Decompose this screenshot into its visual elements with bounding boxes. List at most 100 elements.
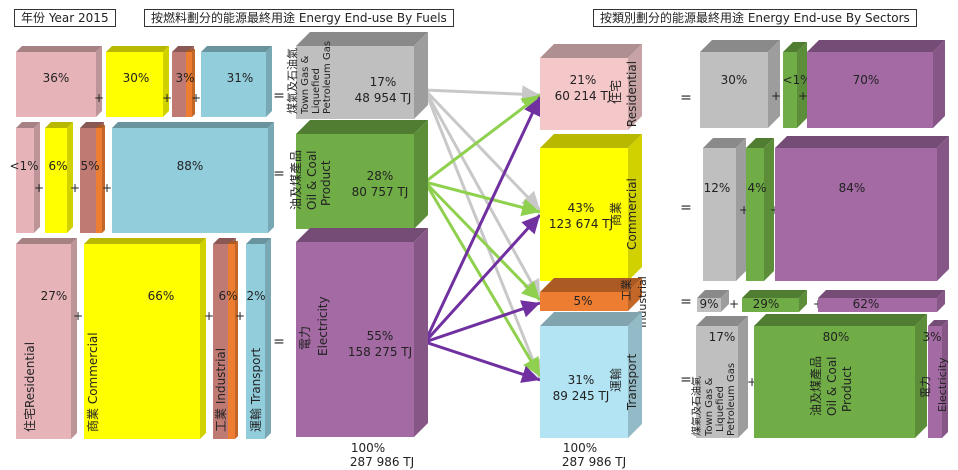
sector-commercial-pct: 43% [568,201,595,215]
fuel-gas-zh: 煤氣及石油氣 [285,48,299,114]
sector-transport-en: Transport [625,354,639,412]
fuel-oil-en1: Oil & Coal [305,150,319,210]
arrow-gas-residential [424,85,541,104]
gas-residential-box [16,46,102,117]
sector-residential-box [540,44,642,130]
gas-residential-pct: 36% [43,71,70,85]
com-oil-box [746,138,774,281]
plus-r2: + [798,89,808,103]
oil-transport-box [112,122,274,233]
equals-r2: = [680,200,692,216]
ind-oil-pct: 29% [753,297,780,311]
equals-3: = [273,334,285,350]
elec-transport-box [246,238,271,439]
sector-commercial-tj: 123 674 TJ [549,217,613,231]
fuel-oil-box [296,120,428,229]
total-left-pct: 100% [351,441,385,455]
fuel-elec-zh: 電力 [298,326,312,350]
plus-r1: + [771,89,781,103]
sector-residential-pct: 21% [570,73,597,87]
plus-8: + [204,309,214,323]
plus-4: + [34,181,44,195]
com-elec-pct: 84% [839,181,866,195]
tra-gas-box [696,316,748,438]
tra-elec-box [928,320,948,438]
fuel-elec-tj: 158 275 TJ [348,345,412,359]
arrow-gas-transport [423,89,542,379]
res-gas-pct: 30% [721,73,748,87]
oil-industrial-accent [96,125,105,233]
sector-transport-zh: 運輸 [608,368,623,392]
arrow-oil-residential [424,93,541,184]
sector-transport-box [540,312,642,438]
arrow-gas-industrial [423,89,542,299]
tra-oil-zh: 油及煤產品 [808,356,823,416]
fuel-gas-pct: 17% [370,75,397,89]
sector-residential-tj: 60 214 TJ [555,89,612,103]
fuel-elec-en: Electricity [316,296,330,356]
plus-1: + [94,91,104,105]
fuel-oil-pct: 28% [367,169,394,183]
total-right-pct: 100% [563,441,597,455]
plus-r3: + [739,203,749,217]
arrow-elec-residential [423,96,542,343]
sector-transport-tj: 89 245 TJ [553,389,610,403]
ind-elec-pct: 62% [853,297,880,311]
gas-industrial-pct: 3% [175,71,194,85]
tra-gas-pct: 17% [709,330,736,344]
equals-1: = [273,88,285,104]
com-gas-box [703,138,746,281]
tra-oil-en2: Product [840,366,854,412]
gas-transport-box [201,46,272,117]
sector-commercial-zh: 商業 [608,202,623,226]
total-right-tj: 287 986 TJ [562,455,626,469]
plus-r5: + [729,297,739,311]
fuel-gas-en1: Town Gas & [300,56,311,115]
oil-residential-box [16,122,40,233]
com-elec-box [775,136,949,281]
gas-industrial-accent [186,49,195,117]
arrow-gas-commercial [423,88,542,212]
tra-elec-pct: 3% [922,330,941,344]
fuel-elec-box [296,228,428,437]
res-oil-pct: <1% [782,73,811,87]
com-gas-pct: 12% [704,181,731,195]
sector-residential-zh: 住宅 [608,80,623,104]
plus-6: + [102,181,112,195]
equals-r4: = [680,372,692,388]
tra-gas-en3: Petroleum Gas [726,363,737,436]
plus-3: + [191,91,201,105]
res-elec-box [807,40,945,128]
oil-commercial-box [45,122,73,233]
arrow-oil-commercial [424,180,541,217]
arrow-elec-industrial [424,300,541,344]
sector-residential-en: Residential [625,61,639,127]
elec-industrial-pct: 6% [218,289,237,303]
fuel-gas-tj: 48 954 TJ [355,91,412,105]
ind-elec-box [818,290,945,312]
tra-elec-zh: 電力 [919,376,932,398]
res-elec-pct: 70% [853,73,880,87]
elec-transport-name: 運輸 Transport [248,348,263,432]
sectors-header: 按類別劃分的能源最終用途 Energy End-use By Sectors [593,9,917,27]
tra-elec-en: Electricity [936,357,949,412]
ind-gas-box [697,290,729,312]
sector-commercial-en: Commercial [625,178,639,250]
equals-r1: = [680,90,692,106]
total-left-tj: 287 986 TJ [350,455,414,469]
ind-gas-pct: 9% [699,297,718,311]
res-oil-box [783,42,807,128]
sector-industrial-zh: 工業 [620,279,633,301]
res-gas-box [700,40,780,128]
tra-oil-box [754,314,927,438]
elec-industrial-accent [228,241,238,439]
arrow-oil-industrial [423,180,542,302]
plus-5: + [70,181,80,195]
sector-transport-pct: 31% [568,373,595,387]
fuel-oil-tj: 80 757 TJ [352,185,409,199]
gas-transport-pct: 31% [227,71,254,85]
gas-commercial-pct: 30% [123,71,150,85]
ind-oil-box [742,290,807,312]
fuel-gas-en3: Petroleum Gas [322,41,333,114]
